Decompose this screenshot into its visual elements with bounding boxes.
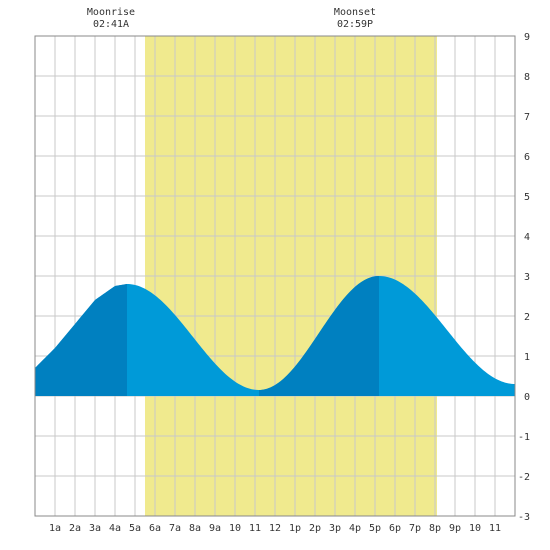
- tide-area: [35, 276, 515, 396]
- y-tick-label: 1: [524, 352, 530, 363]
- y-tick-label: 7: [524, 112, 530, 123]
- x-tick-label: 2a: [69, 523, 81, 534]
- moonset-time: 02:59P: [336, 19, 374, 30]
- y-tick-label: 6: [524, 152, 530, 163]
- x-tick-label: 3p: [329, 523, 341, 534]
- y-tick-label: -2: [518, 472, 530, 483]
- x-tick-label: 3a: [89, 523, 101, 534]
- moonset-label: Moonset: [333, 7, 377, 18]
- x-tick-label: 7p: [409, 523, 421, 534]
- y-tick-label: 0: [524, 392, 530, 403]
- moonrise-label: Moonrise: [86, 7, 136, 18]
- x-tick-label: 8a: [189, 523, 201, 534]
- y-tick-label: 8: [524, 72, 530, 83]
- y-tick-label: 3: [524, 272, 530, 283]
- y-tick-label: -1: [518, 432, 530, 443]
- y-tick-label: 2: [524, 312, 530, 323]
- x-tick-label: 9p: [449, 523, 461, 534]
- x-tick-label: 4p: [349, 523, 361, 534]
- y-tick-label: -3: [518, 512, 530, 523]
- x-tick-label: 7a: [169, 523, 181, 534]
- x-tick-label: 1p: [289, 523, 301, 534]
- x-tick-label: 11: [489, 523, 501, 534]
- x-tick-label: 10: [469, 523, 481, 534]
- rising-tide-area: [259, 276, 379, 396]
- x-tick-label: 10: [229, 523, 241, 534]
- x-tick-label: 8p: [429, 523, 441, 534]
- x-tick-label: 6p: [389, 523, 401, 534]
- x-tick-label: 9a: [209, 523, 221, 534]
- y-tick-label: 9: [524, 32, 530, 43]
- y-tick-label: 4: [524, 232, 530, 243]
- y-tick-label: 5: [524, 192, 530, 203]
- x-tick-label: 6a: [149, 523, 161, 534]
- moonrise-time: 02:41A: [92, 19, 130, 30]
- x-tick-label: 5a: [129, 523, 141, 534]
- plot-frame: [34, 35, 516, 517]
- x-tick-label: 2p: [309, 523, 321, 534]
- x-tick-label: 12: [269, 523, 281, 534]
- x-tick-label: 1a: [49, 523, 61, 534]
- x-tick-label: 5p: [369, 523, 381, 534]
- x-tick-label: 4a: [109, 523, 121, 534]
- x-tick-label: 11: [249, 523, 261, 534]
- rising-tide-area: [35, 284, 127, 396]
